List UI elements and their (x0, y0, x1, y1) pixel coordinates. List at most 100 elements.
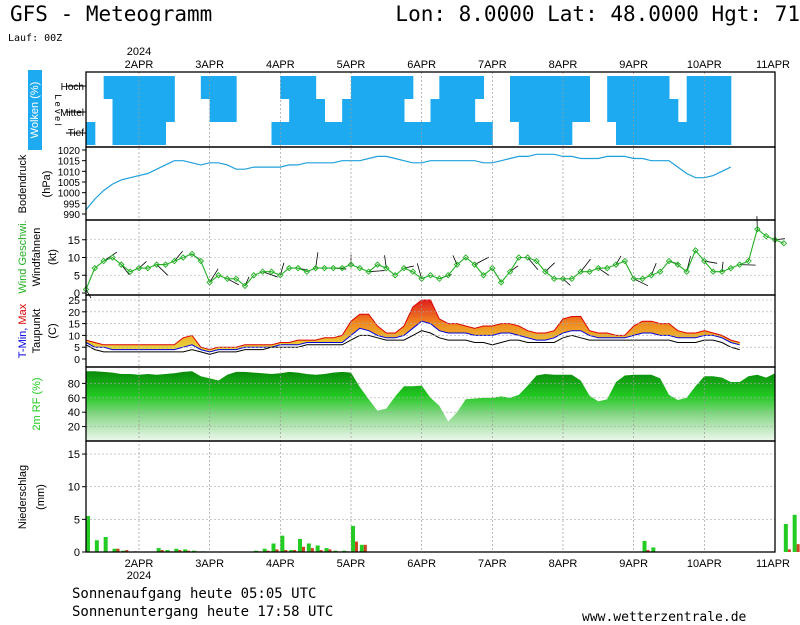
wind-speed-point (365, 268, 372, 275)
cloud-cell-hoch (474, 76, 484, 99)
cloud-cell-tief (624, 122, 635, 145)
wind-speed-point (321, 264, 328, 272)
precip-bar-dynamic (187, 550, 191, 552)
x-tick-label-top: 11APR (756, 59, 790, 71)
cloud-cell-tief (554, 122, 564, 145)
wind-speed-point (153, 261, 160, 268)
wind-speed-point (674, 261, 682, 268)
y-tick-label: 20 (68, 307, 80, 319)
cloud-cell-mittel (457, 99, 467, 122)
cloud-cell-hoch (607, 76, 617, 99)
wind-speed-point (727, 264, 735, 272)
cloud-cell-hoch (103, 76, 113, 99)
wind-speed-point (409, 268, 417, 275)
cloud-cell-mittel (209, 99, 219, 122)
cloud-cell-hoch (457, 76, 467, 99)
cloud-cell-mittel (704, 99, 714, 122)
wind-barb (156, 264, 169, 277)
cloud-cell-hoch (642, 76, 652, 99)
wind-speed-point (241, 282, 249, 290)
cloud-cell-hoch (633, 76, 643, 99)
cloud-cell-hoch (386, 76, 396, 99)
cloud-cell-tief (139, 122, 149, 145)
cloud-cell-mittel (165, 99, 175, 122)
wind-speed-point (259, 268, 266, 275)
wind-speed-point (595, 264, 602, 272)
wind-speed-point (701, 257, 708, 265)
cloud-cell-tief (324, 122, 334, 145)
cloud-cell-hoch (218, 76, 228, 99)
cloud-cell-tief (333, 122, 343, 145)
cloud-cell-mittel (642, 99, 652, 122)
cloud-cell-mittel (695, 99, 705, 122)
wind-speed-point (754, 225, 761, 233)
cloud-cell-hoch (448, 76, 458, 99)
precip-bar-dynamic (363, 544, 367, 552)
precip-bar-dynamic (796, 544, 800, 552)
precip-bar-convective (94, 540, 99, 552)
precip-bar-convective (333, 550, 338, 552)
cloud-cell-tief (660, 122, 670, 145)
temperature-band (86, 300, 740, 352)
cloud-cell-hoch (510, 76, 520, 99)
x-tick-label-bottom: 5APR (337, 558, 366, 570)
y-tick-label: 10 (68, 253, 80, 265)
cloud-cell-tief (704, 122, 714, 145)
cloud-cell-mittel (386, 99, 396, 122)
cloud-cell-hoch (695, 76, 705, 99)
wind-speed-point (692, 247, 699, 254)
meteogram-panels (82, 76, 800, 552)
precip-bar-convective (192, 550, 196, 552)
cloud-cell-hoch (130, 76, 140, 99)
cloud-cell-hoch (439, 76, 449, 99)
precip-bar-convective (121, 550, 126, 552)
cloud-cell-hoch (306, 76, 317, 99)
precip-bar-convective (112, 548, 117, 552)
cloud-cell-mittel (633, 99, 643, 122)
cloud-cell-hoch (527, 76, 537, 99)
wind-speed-point (480, 272, 487, 279)
cloud-cell-tief (147, 122, 158, 145)
precip-bar-convective (271, 543, 276, 552)
precipitation-axis-unit: (mm) (35, 484, 47, 510)
y-tick-label: 80 (68, 378, 80, 390)
cloud-cell-hoch (227, 76, 237, 99)
pressure-axis-title: Bodendruck (17, 154, 29, 213)
cloud-cell-mittel (218, 99, 228, 122)
precip-bar-convective (351, 525, 355, 552)
temperature-axis-unit: (C) (47, 323, 59, 338)
wind-speed-point (91, 264, 99, 272)
precip-bar-dynamic (266, 550, 270, 552)
cloud-cell-tief (642, 122, 652, 145)
cloud-cell-tief (112, 122, 122, 145)
cloud-cell-hoch (651, 76, 661, 99)
cloud-cell-mittel (545, 99, 555, 122)
pressure-axis-unit: (hPa) (41, 171, 53, 198)
wind-speed-point (100, 257, 107, 265)
pressure-series-line (85, 153, 732, 211)
cloud-cell-mittel (368, 99, 378, 122)
x-tick-label-top: 3APR (195, 59, 224, 71)
wind-speed-point (215, 272, 222, 279)
cloud-cell-mittel (580, 99, 590, 122)
cloud-cell-tief (545, 122, 555, 145)
wind-speed-point (762, 232, 770, 240)
x-tick-label-bottom: 8APR (549, 558, 578, 570)
cloud-cell-tief (669, 122, 679, 145)
wind-barb (580, 258, 591, 272)
precip-bar-convective (298, 538, 302, 552)
cloud-cell-mittel (571, 99, 582, 122)
cloud-cell-mittel (112, 99, 122, 122)
wind-barb (416, 263, 423, 279)
cloud-cell-hoch (616, 76, 626, 99)
cloud-cell-tief (677, 122, 688, 145)
source-link[interactable]: www.wetterzentrale.de (582, 610, 747, 625)
cloud-cell-hoch (580, 76, 590, 99)
wind-speed-point (126, 268, 134, 275)
cloud-cell-tief (695, 122, 705, 145)
cloud-cell-mittel (563, 99, 573, 122)
cloud-axis-label: L e v e l (53, 94, 63, 125)
cloud-cell-tief (315, 122, 325, 145)
wind-barb (774, 238, 785, 241)
y-tick-label: 990 (63, 210, 80, 221)
